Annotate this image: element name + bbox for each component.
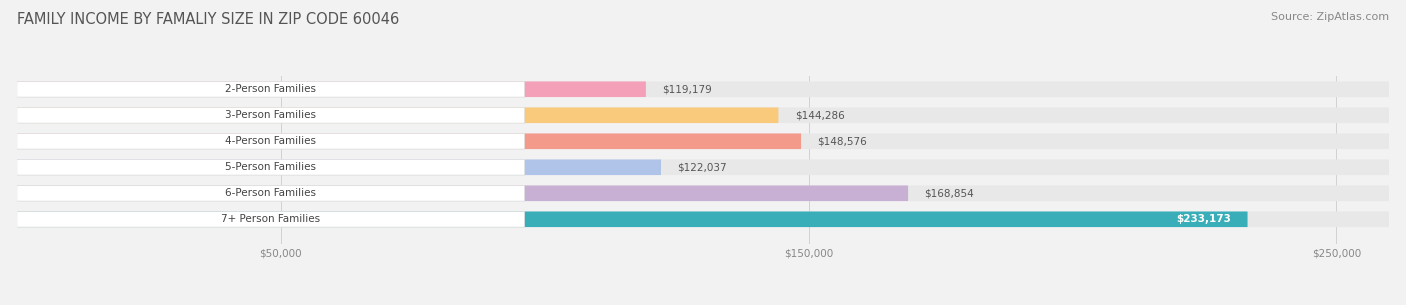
Text: $119,179: $119,179 — [662, 84, 711, 94]
FancyBboxPatch shape — [17, 81, 645, 97]
FancyBboxPatch shape — [17, 134, 524, 149]
FancyBboxPatch shape — [17, 160, 1389, 175]
Text: FAMILY INCOME BY FAMALIY SIZE IN ZIP CODE 60046: FAMILY INCOME BY FAMALIY SIZE IN ZIP COD… — [17, 12, 399, 27]
FancyBboxPatch shape — [17, 107, 1389, 123]
FancyBboxPatch shape — [17, 81, 1389, 97]
FancyBboxPatch shape — [17, 134, 801, 149]
Text: 7+ Person Families: 7+ Person Families — [221, 214, 321, 224]
FancyBboxPatch shape — [17, 107, 524, 123]
Text: 5-Person Families: 5-Person Families — [225, 162, 316, 172]
Text: Source: ZipAtlas.com: Source: ZipAtlas.com — [1271, 12, 1389, 22]
FancyBboxPatch shape — [17, 134, 1389, 149]
Text: $144,286: $144,286 — [794, 110, 845, 120]
FancyBboxPatch shape — [17, 107, 779, 123]
FancyBboxPatch shape — [17, 81, 524, 97]
Text: 3-Person Families: 3-Person Families — [225, 110, 316, 120]
FancyBboxPatch shape — [17, 211, 1247, 227]
FancyBboxPatch shape — [17, 160, 661, 175]
Text: $148,576: $148,576 — [817, 136, 868, 146]
FancyBboxPatch shape — [17, 185, 908, 201]
Text: 6-Person Families: 6-Person Families — [225, 188, 316, 198]
Text: $168,854: $168,854 — [925, 188, 974, 198]
Text: 4-Person Families: 4-Person Families — [225, 136, 316, 146]
Text: 2-Person Families: 2-Person Families — [225, 84, 316, 94]
FancyBboxPatch shape — [17, 160, 524, 175]
FancyBboxPatch shape — [17, 211, 524, 227]
FancyBboxPatch shape — [17, 185, 1389, 201]
FancyBboxPatch shape — [17, 211, 1389, 227]
Text: $122,037: $122,037 — [678, 162, 727, 172]
Text: $233,173: $233,173 — [1177, 214, 1232, 224]
FancyBboxPatch shape — [17, 185, 524, 201]
